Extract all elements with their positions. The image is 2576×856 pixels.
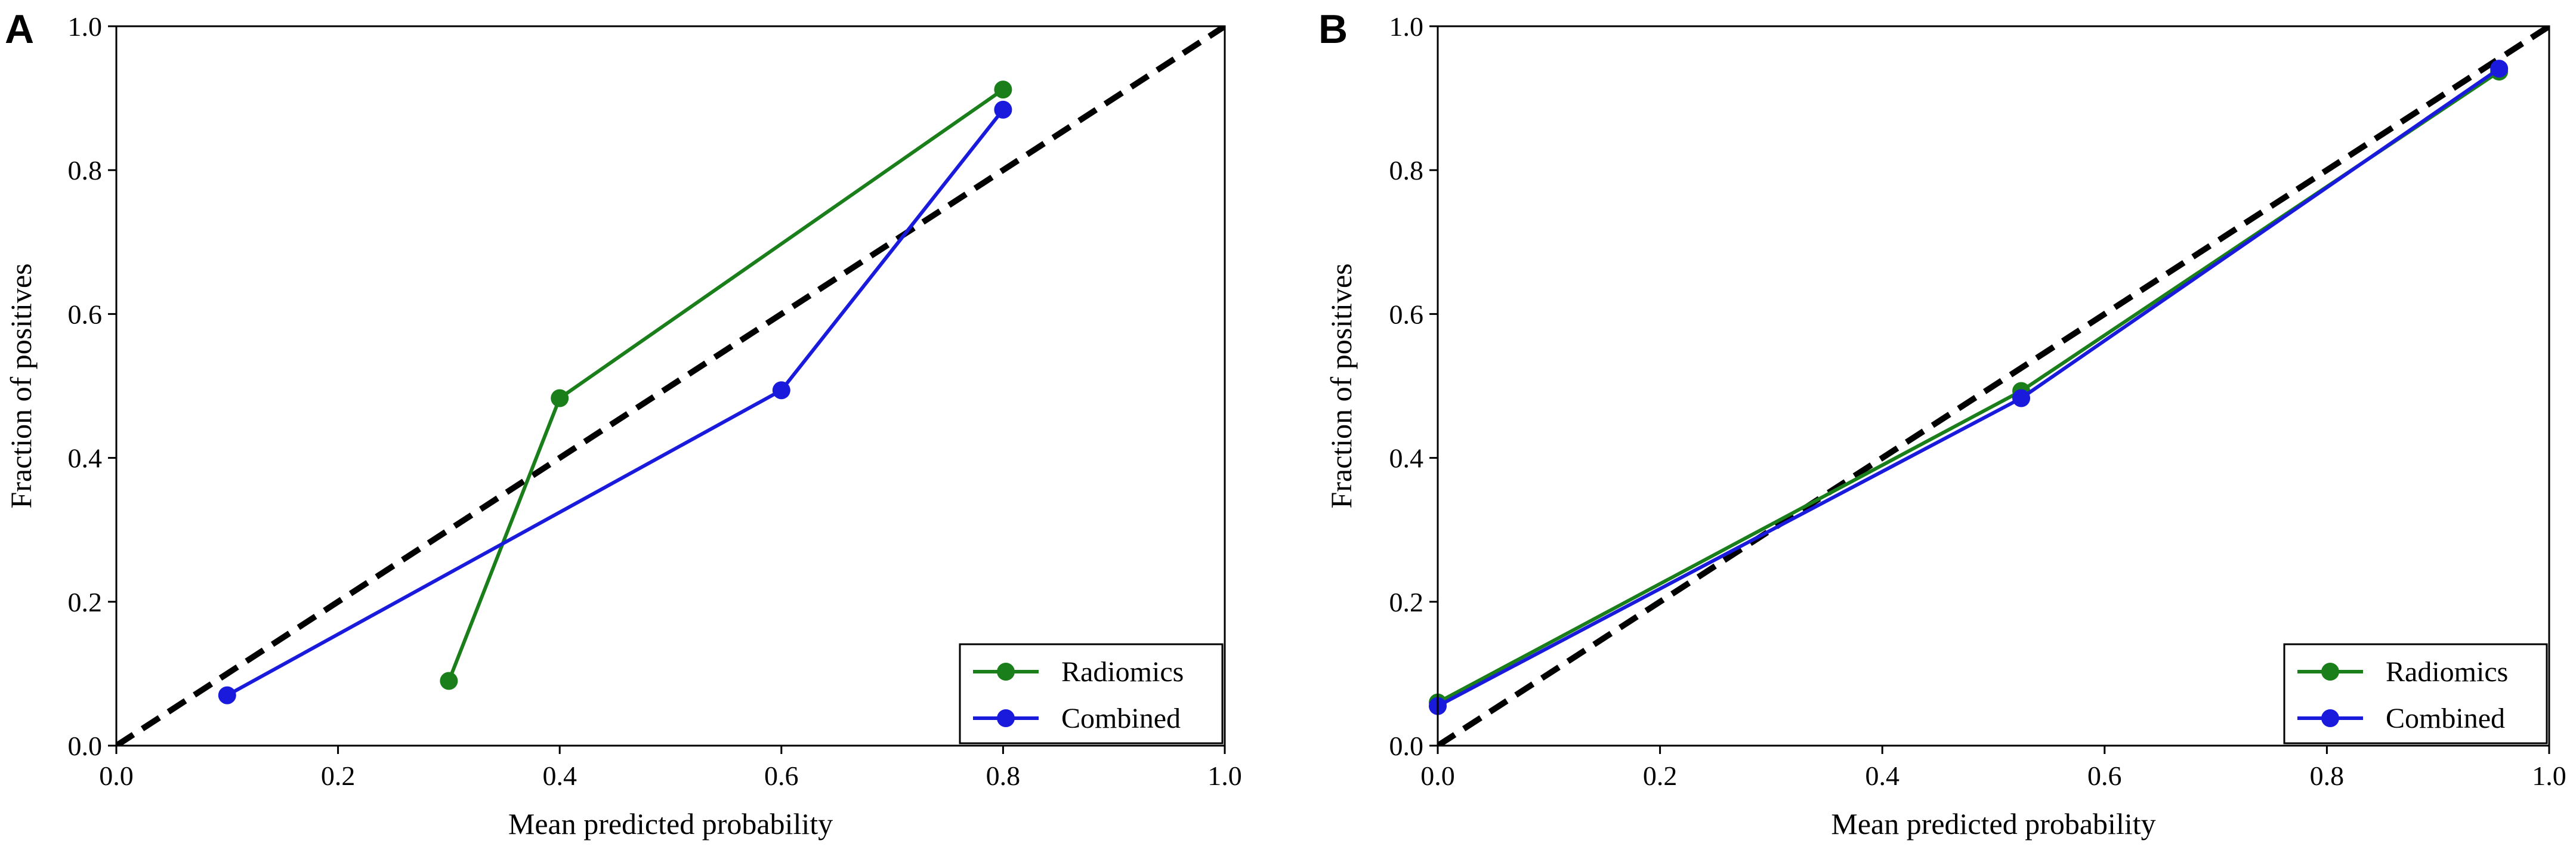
legend-box [2283, 643, 2548, 744]
legend-swatch-marker [997, 663, 1015, 681]
reference-line [1438, 26, 2549, 746]
x-tick-label: 0.4 [1865, 761, 1899, 791]
panel-b: B 0.0 0.2 0.4 0.6 0.8 1.0 0.0 0.2 0.4 0.6 0.8 1.0 Mea… [1318, 7, 2566, 840]
legend-swatch-marker [2321, 663, 2339, 681]
x-tick-label: 0.8 [986, 761, 1021, 791]
data-point-combined [772, 381, 790, 400]
legend-box [959, 643, 1224, 744]
y-tick-label: 0.6 [1389, 299, 1424, 329]
data-point-combined [218, 686, 236, 704]
x-tick-label: 0.0 [99, 761, 134, 791]
panel-a: A 0.0 0.2 0.4 0.6 0.8 1.0 0.0 0.2 0.4 0.6 0.8 1.0 Mea… [4, 7, 1242, 840]
panel-letter: A [5, 7, 34, 52]
legend-swatch-marker [2321, 709, 2339, 727]
x-tick-label: 0.6 [764, 761, 799, 791]
y-tick-label: 0.8 [68, 155, 103, 186]
legend-swatch-marker [997, 709, 1015, 727]
series-line-combined [226, 109, 1005, 697]
legend-label: Combined [1061, 703, 1181, 734]
y-tick-label: 0.8 [1389, 155, 1424, 186]
legend: Radiomics Combined [959, 643, 1224, 744]
data-point-radiomics [994, 81, 1012, 99]
legend-label: Radiomics [2386, 656, 2508, 688]
legend-label: Radiomics [1061, 656, 1184, 688]
x-tick-label: 0.4 [542, 761, 577, 791]
data-point-radiomics [440, 672, 458, 690]
x-tick-label: 0.0 [1420, 761, 1455, 791]
x-tick-label: 0.2 [1643, 761, 1678, 791]
y-tick-label: 0.4 [68, 443, 103, 474]
x-tick-label: 0.2 [321, 761, 356, 791]
series-line-radiomics [1437, 70, 2500, 704]
x-tick-label: 0.6 [2087, 761, 2122, 791]
x-axis-label: Mean predicted probability [1831, 807, 2155, 840]
y-tick-label: 0.0 [68, 731, 103, 761]
y-axis-label: Fraction of positives [4, 263, 38, 508]
series-line-radiomics [447, 88, 1005, 682]
data-point-combined [2490, 60, 2509, 78]
y-tick-label: 0.0 [1389, 731, 1424, 761]
data-point-radiomics [551, 389, 569, 407]
y-tick-label: 0.2 [68, 587, 103, 617]
plot-frame [1437, 25, 2550, 747]
data-point-combined [2012, 389, 2031, 407]
y-axis-label: Fraction of positives [1324, 263, 1358, 508]
x-tick-label: 0.8 [2310, 761, 2345, 791]
x-axis-label: Mean predicted probability [508, 807, 833, 840]
y-tick-label: 0.6 [68, 299, 103, 329]
panel-letter: B [1318, 7, 1348, 52]
y-tick-label: 1.0 [1389, 11, 1424, 42]
y-tick-label: 1.0 [68, 11, 103, 42]
plot-frame [115, 25, 1226, 747]
y-tick-label: 0.2 [1389, 587, 1424, 617]
y-tick-label: 0.4 [1389, 443, 1424, 474]
legend: Radiomics Combined [2283, 643, 2548, 744]
x-tick-label: 1.0 [2532, 761, 2566, 791]
legend-label: Combined [2386, 703, 2505, 734]
data-point-combined [994, 100, 1012, 119]
reference-line [116, 26, 1225, 746]
x-tick-label: 1.0 [1207, 761, 1242, 791]
